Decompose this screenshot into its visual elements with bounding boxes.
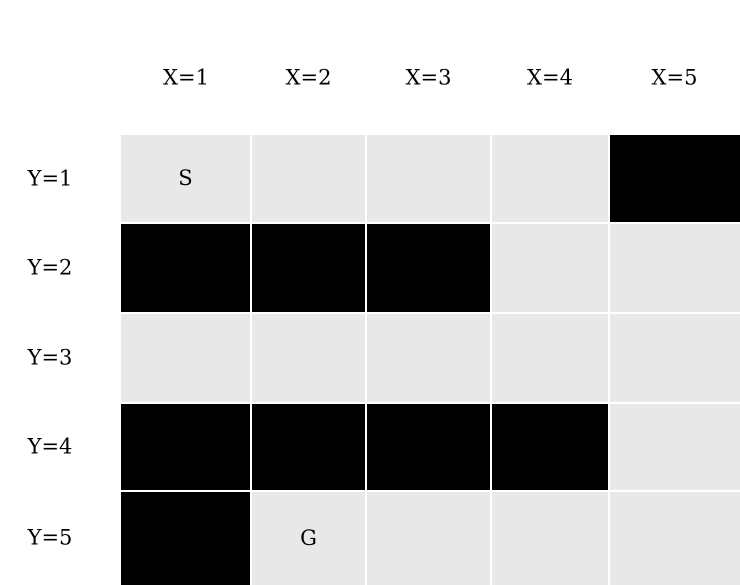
column-label-x1: X=1 — [163, 65, 209, 90]
open-cell-x4-y3 — [492, 314, 608, 402]
open-cell-x3-y5 — [367, 492, 490, 585]
open-cell-x5-y2 — [610, 224, 740, 312]
wall-cell-x1-y4 — [121, 404, 250, 490]
wall-cell-x4-y4 — [492, 404, 608, 490]
column-label-x4: X=4 — [527, 65, 573, 90]
row-label-y3: Y=3 — [27, 345, 73, 370]
open-cell-x3-y3 — [367, 314, 490, 402]
row-label-y4: Y=4 — [27, 434, 73, 459]
open-cell-x4-y5 — [492, 492, 608, 585]
column-label-x3: X=3 — [405, 65, 452, 90]
start-marker: S — [178, 166, 193, 190]
open-cell-x3-y1 — [367, 135, 490, 222]
wall-cell-x1-y2 — [121, 224, 250, 312]
wall-cell-x2-y2 — [252, 224, 365, 312]
column-label-x5: X=5 — [651, 65, 698, 90]
goal-marker: G — [300, 526, 317, 550]
wall-cell-x5-y1 — [610, 135, 740, 222]
open-cell-x5-y5 — [610, 492, 740, 585]
open-cell-x1-y3 — [121, 314, 250, 402]
open-cell-x5-y4 — [610, 404, 740, 490]
wall-cell-x2-y4 — [252, 404, 365, 490]
wall-cell-x3-y2 — [367, 224, 490, 312]
open-cell-x2-y1 — [252, 135, 365, 222]
open-cell-x5-y3 — [610, 314, 740, 402]
open-cell-x2-y5: G — [252, 492, 365, 585]
wall-cell-x3-y4 — [367, 404, 490, 490]
open-cell-x4-y1 — [492, 135, 608, 222]
row-label-y1: Y=1 — [27, 166, 73, 191]
open-cell-x2-y3 — [252, 314, 365, 402]
column-label-x2: X=2 — [285, 65, 332, 90]
wall-cell-x1-y5 — [121, 492, 250, 585]
row-label-y2: Y=2 — [27, 255, 73, 280]
open-cell-x4-y2 — [492, 224, 608, 312]
open-cell-x1-y1: S — [121, 135, 250, 222]
row-label-y5: Y=5 — [27, 525, 73, 550]
